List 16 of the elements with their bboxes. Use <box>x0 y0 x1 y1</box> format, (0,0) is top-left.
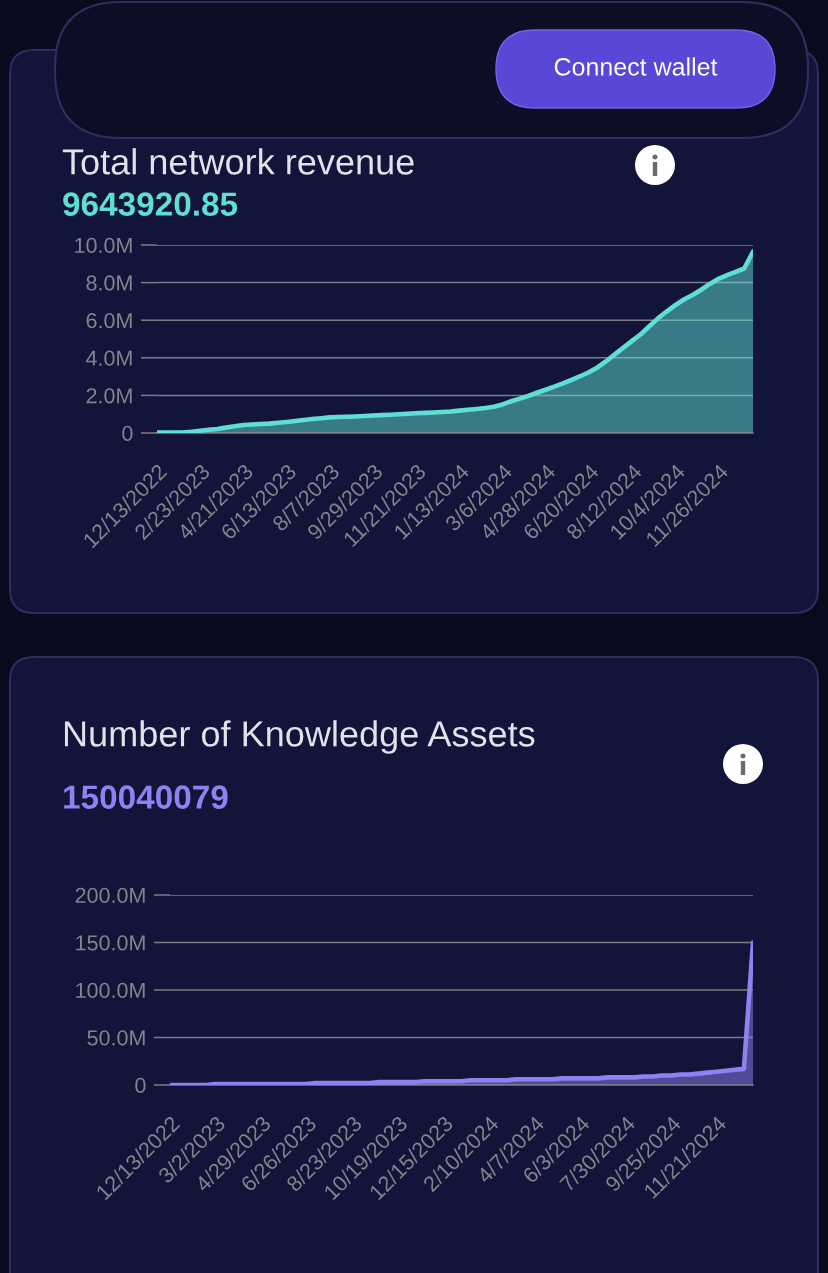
y-tick-label: 50.0M <box>87 1030 145 1046</box>
y-tick-label: 8.0M <box>86 275 132 291</box>
y-tick-label: 150.0M <box>76 935 145 951</box>
y-tick-label: 0 <box>135 1077 146 1094</box>
chart-title: Total network revenue <box>62 148 414 175</box>
y-tick-label: 6.0M <box>86 312 132 329</box>
y-tick-label: 100.0M <box>76 982 145 999</box>
chart-title: Number of Knowledge Assets <box>64 720 535 754</box>
y-tick-label: 0 <box>122 425 133 442</box>
text: Connect wallet <box>554 57 718 76</box>
y-tick-label: 2.0M <box>86 388 132 404</box>
y-tick-label: 4.0M <box>86 350 132 366</box>
y-tick-label: 200.0M <box>75 887 145 904</box>
chart-subtitle: 9643920.85 <box>63 192 238 216</box>
y-tick-label: 10.0M <box>75 237 132 254</box>
chart-subtitle: 150040079 <box>64 785 228 809</box>
